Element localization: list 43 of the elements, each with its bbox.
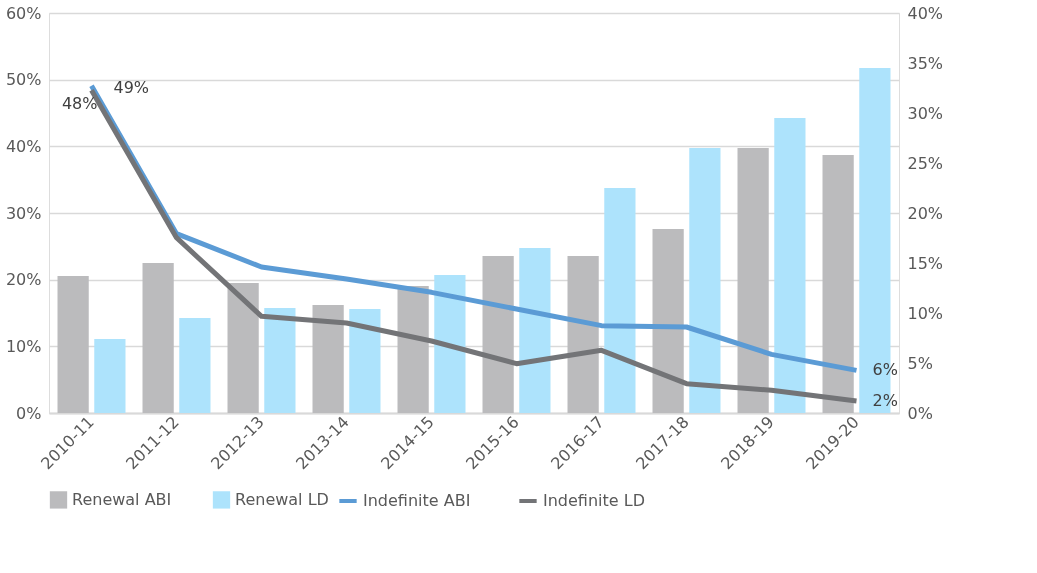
bar <box>652 229 684 413</box>
legend-label: Renewal ABI <box>72 489 172 509</box>
data-label: 2% <box>872 391 898 410</box>
y-tick-label: 0% <box>16 403 42 423</box>
data-label: 6% <box>872 360 898 380</box>
bar <box>397 286 429 413</box>
bar <box>774 118 806 413</box>
bar <box>57 276 89 413</box>
y-tick-label: 40% <box>5 136 42 156</box>
bar <box>689 148 721 413</box>
bar <box>434 275 466 413</box>
bar <box>264 308 296 413</box>
bar <box>482 256 514 413</box>
data-label: 48% <box>61 94 98 114</box>
legend-label: Indefinite ABI <box>363 491 471 510</box>
bar <box>227 283 259 413</box>
bar <box>822 155 854 413</box>
legend-label: Indefinite LD <box>543 491 645 510</box>
y2-tick-label: 30% <box>907 103 944 123</box>
y-tick-label: 30% <box>5 203 42 223</box>
y2-tick-label: 35% <box>907 53 944 73</box>
y2-tick-label: 0% <box>907 403 933 423</box>
bar <box>142 263 174 413</box>
y2-tick-label: 40% <box>907 3 944 23</box>
bar <box>312 305 344 413</box>
y2-tick-label: 10% <box>907 303 944 323</box>
bar <box>604 188 636 413</box>
bar <box>179 318 211 413</box>
bar <box>519 248 551 413</box>
bar <box>737 148 769 413</box>
data-label: 49% <box>113 77 150 97</box>
y-tick-label: 10% <box>5 336 42 356</box>
bar <box>349 309 381 413</box>
y2-tick-label: 5% <box>907 353 933 373</box>
y-tick-label: 60% <box>5 3 42 23</box>
y2-tick-label: 25% <box>907 153 944 173</box>
y2-tick-label: 20% <box>907 203 944 223</box>
bar <box>567 256 599 413</box>
bar <box>94 339 126 413</box>
y-tick-label: 50% <box>5 70 42 90</box>
y2-tick-label: 15% <box>907 253 944 273</box>
legend-label: Renewal LD <box>235 489 329 509</box>
y-tick-label: 20% <box>5 270 42 290</box>
